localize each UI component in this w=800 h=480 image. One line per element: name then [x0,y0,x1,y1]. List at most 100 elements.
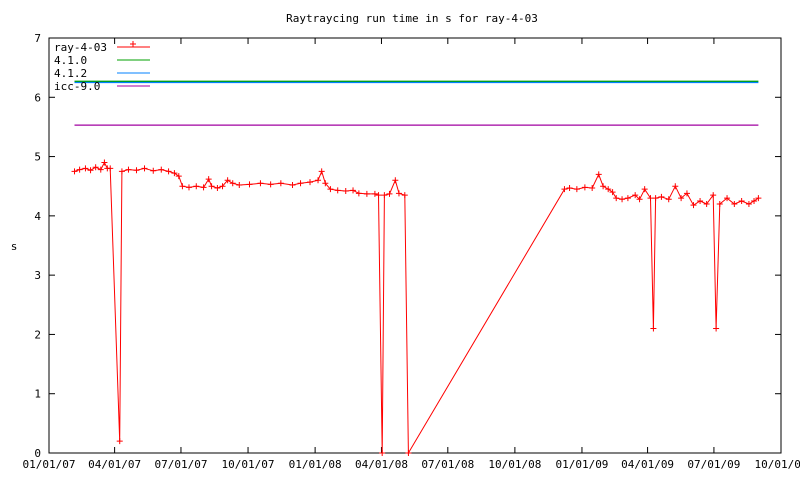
data-point [379,450,386,456]
data-point [92,164,99,171]
data-point [613,195,620,202]
data-point [224,177,231,184]
data-point [87,167,94,174]
data-point [257,180,264,187]
data-point [267,181,274,188]
data-point [107,165,114,172]
data-point [350,187,357,194]
data-point [731,201,738,207]
data-point [641,186,648,193]
y-tick-label: 2 [34,328,41,341]
data-point [289,182,296,189]
data-point [342,187,349,194]
data-point [277,180,284,187]
data-point [724,195,731,202]
x-tick-label: 10/01/09 [755,458,800,471]
x-tick-label: 04/01/09 [621,458,674,471]
data-point [561,186,568,193]
data-point [672,183,679,190]
data-point [363,190,370,197]
data-point [710,192,717,199]
data-point [573,186,580,193]
data-point [703,201,710,207]
x-tick-label: 07/01/09 [687,458,740,471]
data-point [355,190,362,197]
data-point [315,177,322,184]
data-point [219,183,226,190]
data-point [297,180,304,187]
data-point [327,186,334,193]
legend-label: icc-9.0 [54,80,100,93]
data-point [82,165,89,172]
x-tick-label: 04/01/08 [355,458,408,471]
data-point [322,180,329,187]
data-point [401,192,408,199]
data-point [97,166,104,173]
data-point [665,196,672,203]
data-point [609,189,616,196]
plot-frame [48,37,782,454]
series-layer [71,80,762,456]
x-tick-label: 10/01/07 [222,458,275,471]
data-point [200,184,207,191]
data-point [690,202,697,209]
data-point [141,165,148,172]
data-point [307,179,314,186]
data-point [713,325,720,332]
data-point [116,438,123,445]
chart-title: Raytraycing run time in s for ray-4-03 [286,12,538,25]
data-point [751,198,758,205]
data-point [246,181,253,188]
y-tick-label: 6 [34,91,41,104]
data-point [208,183,215,190]
x-tick-label: 04/01/07 [88,458,141,471]
x-tick-label: 10/01/08 [488,458,541,471]
x-axis-ticks: 01/01/07 04/01/07 07/01/07 10/01/07 01/01/08… [23,38,800,471]
y-tick-label: 0 [34,447,41,460]
data-point [133,167,140,174]
data-point [697,198,704,205]
y-axis-label: s [11,240,18,253]
data-point [371,190,378,197]
data-point [392,177,399,184]
data-point [165,168,172,175]
data-point [125,166,132,173]
data-point [118,168,125,175]
data-point [581,184,588,191]
data-point [683,190,690,197]
data-point [193,183,200,190]
data-point [375,192,382,199]
data-point [600,183,607,190]
data-point [619,196,626,203]
data-point [647,195,654,202]
data-point [589,184,596,191]
data-point [175,173,182,180]
data-point [624,195,631,202]
data-point [595,171,602,178]
series-line-ray-4-03 [74,161,759,455]
data-point [101,159,108,166]
y-axis-ticks: 0 1 2 3 4 5 6 7 [34,32,781,460]
y-tick-label: 5 [34,151,41,164]
data-point [652,195,659,202]
data-point [745,201,752,207]
data-point [395,190,402,197]
data-point [318,168,325,175]
data-point [150,167,157,174]
data-point [632,192,639,199]
data-point [678,195,685,202]
data-point [334,187,341,194]
data-point [214,184,221,191]
legend-label: 4.1.2 [54,67,87,80]
x-tick-label: 07/01/08 [421,458,474,471]
data-point [738,198,745,205]
data-point [650,325,657,332]
data-point [185,184,192,191]
data-point [71,168,78,175]
data-point [405,450,412,456]
data-point [605,186,612,193]
y-tick-label: 3 [34,269,41,282]
y-tick-label: 7 [34,32,41,45]
x-tick-label: 01/01/07 [23,458,76,471]
